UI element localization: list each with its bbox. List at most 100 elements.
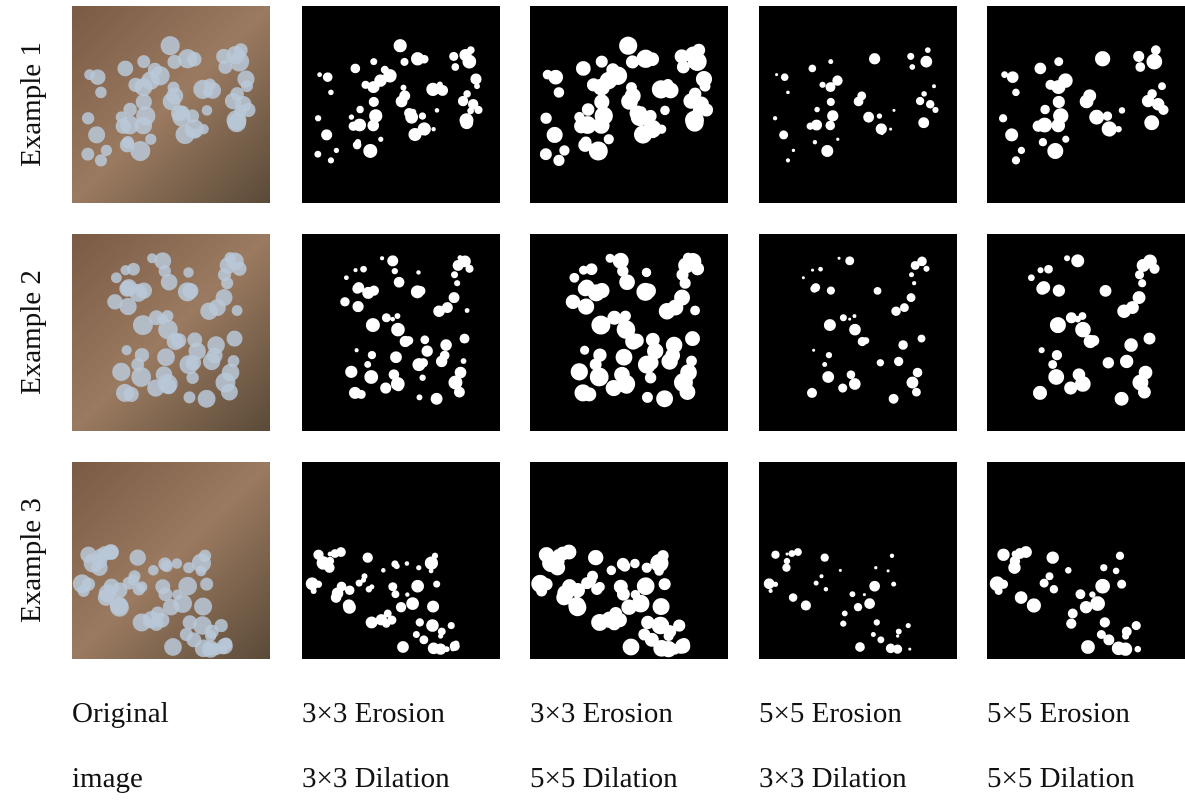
blob: [1120, 355, 1133, 368]
blob: [926, 100, 934, 108]
blob: [623, 639, 640, 656]
spot: [116, 111, 127, 122]
blob: [593, 79, 610, 96]
spot: [186, 372, 198, 384]
figure: Example 1Example 2Example 3Originalimage…: [0, 0, 1185, 801]
blob: [654, 566, 664, 576]
blob: [688, 52, 707, 71]
column-label: 5×5 Dilation: [530, 762, 678, 794]
spot: [95, 154, 107, 166]
blob: [551, 554, 564, 567]
blob: [1050, 317, 1066, 333]
blob: [465, 308, 470, 313]
blob: [400, 336, 411, 347]
blob: [388, 582, 397, 591]
blob: [422, 345, 433, 356]
blob: [1005, 128, 1018, 141]
blob: [619, 274, 635, 290]
blob: [895, 647, 899, 651]
blob: [1147, 89, 1157, 99]
blob: [580, 346, 589, 355]
blob: [807, 388, 817, 398]
blob: [401, 85, 407, 91]
blob: [863, 112, 874, 123]
blob: [786, 158, 790, 162]
blob: [331, 549, 340, 558]
spot: [183, 562, 194, 573]
blob: [916, 97, 924, 105]
blob: [1046, 572, 1054, 580]
blob: [775, 73, 778, 76]
blob: [1132, 621, 1141, 630]
blob: [433, 581, 440, 588]
spot: [145, 134, 156, 145]
blob: [1053, 284, 1065, 296]
blob: [1073, 368, 1086, 381]
blob: [394, 563, 400, 569]
blob: [896, 629, 902, 635]
blob: [874, 619, 880, 625]
blob: [840, 621, 846, 627]
blob: [890, 554, 894, 558]
blob: [786, 553, 789, 556]
blob: [328, 90, 334, 96]
blob: [912, 388, 921, 397]
blob: [436, 356, 447, 367]
blob: [1080, 95, 1094, 109]
blob: [1146, 54, 1162, 70]
blob: [1053, 96, 1065, 108]
blob: [416, 565, 421, 570]
mask-image: [530, 234, 728, 431]
blob: [1065, 567, 1072, 574]
blob: [1144, 333, 1156, 345]
spot: [122, 345, 132, 355]
spot: [131, 367, 151, 387]
original-image: [72, 234, 270, 431]
blob: [680, 278, 691, 289]
blob: [1035, 63, 1047, 75]
blob: [427, 601, 439, 613]
blob: [849, 324, 861, 336]
blob: [604, 134, 614, 144]
blob: [591, 614, 608, 631]
blob: [363, 144, 377, 158]
blob: [773, 582, 778, 587]
blob: [1080, 601, 1092, 613]
blob: [361, 577, 366, 582]
blob: [363, 552, 373, 562]
blob: [863, 593, 866, 596]
blob: [1040, 105, 1050, 115]
blob: [1040, 579, 1049, 588]
spot: [116, 384, 134, 402]
blob: [1066, 312, 1077, 323]
spot: [185, 119, 204, 138]
blob: [1090, 596, 1105, 611]
blob: [690, 306, 700, 316]
spot: [183, 283, 199, 299]
blob: [593, 348, 606, 361]
blob: [589, 142, 608, 161]
blob: [686, 356, 697, 367]
blob: [1113, 568, 1120, 575]
blob: [801, 600, 811, 610]
blob: [616, 349, 633, 366]
blob: [613, 253, 629, 269]
blob: [426, 619, 439, 632]
blob: [876, 123, 887, 134]
blob: [836, 138, 839, 141]
blob: [826, 352, 832, 358]
blob: [595, 107, 613, 125]
blob: [921, 91, 927, 97]
blob: [416, 286, 426, 296]
blob: [1047, 143, 1063, 159]
blob: [437, 82, 443, 88]
spot: [183, 267, 193, 277]
blob: [1095, 51, 1110, 66]
blob: [674, 373, 693, 392]
blob: [314, 151, 321, 158]
blob: [769, 589, 773, 593]
blob: [1012, 89, 1020, 97]
blob: [389, 369, 400, 380]
blob: [1053, 108, 1068, 123]
blob: [1048, 369, 1064, 385]
